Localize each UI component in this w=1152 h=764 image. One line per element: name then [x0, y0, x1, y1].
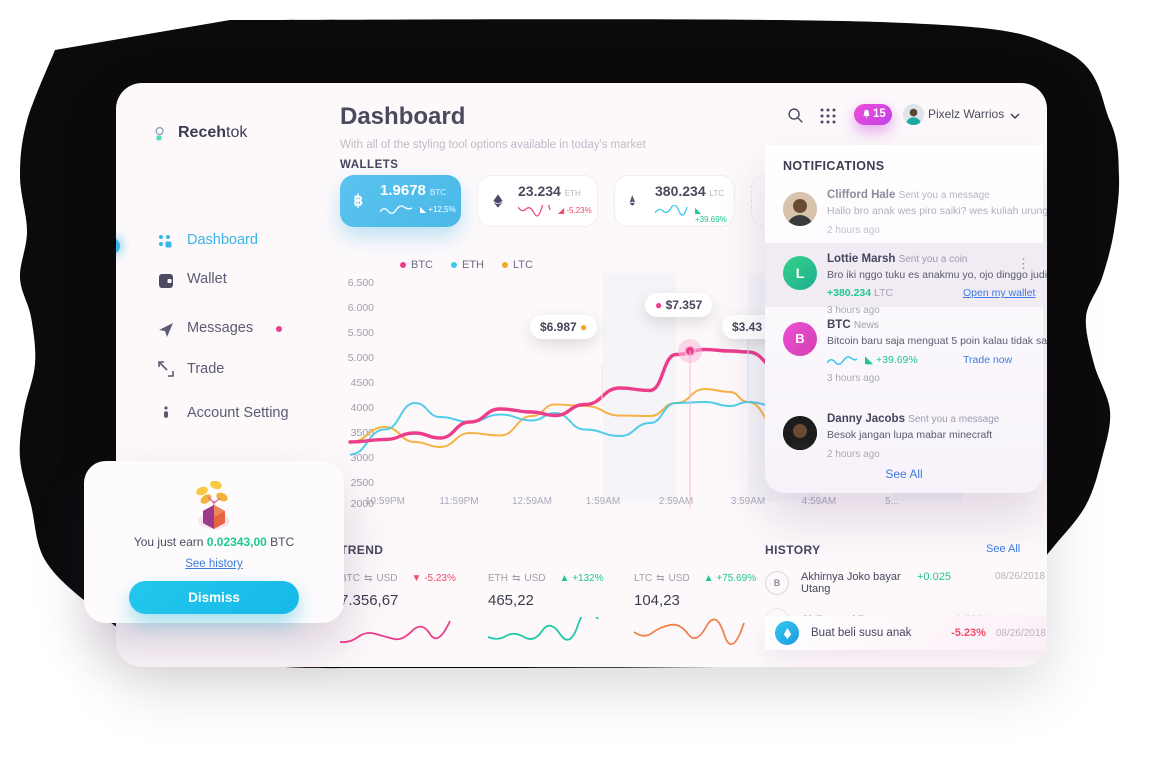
svg-text:2:59AM: 2:59AM [659, 496, 693, 507]
svg-text:5.500: 5.500 [348, 327, 374, 339]
svg-text:1:59AM: 1:59AM [586, 496, 620, 507]
svg-text:2500: 2500 [351, 477, 375, 489]
svg-text:3:59AM: 3:59AM [731, 496, 765, 507]
svg-text:12:59AM: 12:59AM [512, 496, 552, 507]
svg-text:10:59PM: 10:59PM [365, 496, 405, 507]
svg-text:6.000: 6.000 [348, 302, 374, 314]
svg-text:4000: 4000 [351, 402, 375, 414]
svg-text:6.500: 6.500 [348, 277, 374, 289]
svg-text:5.000: 5.000 [348, 352, 374, 364]
svg-text:฿: ฿ [354, 193, 364, 210]
svg-text:5...: 5... [885, 496, 899, 507]
svg-text:11:59PM: 11:59PM [439, 496, 478, 507]
svg-text:4500: 4500 [351, 377, 375, 389]
svg-text:4:59AM: 4:59AM [802, 496, 836, 507]
